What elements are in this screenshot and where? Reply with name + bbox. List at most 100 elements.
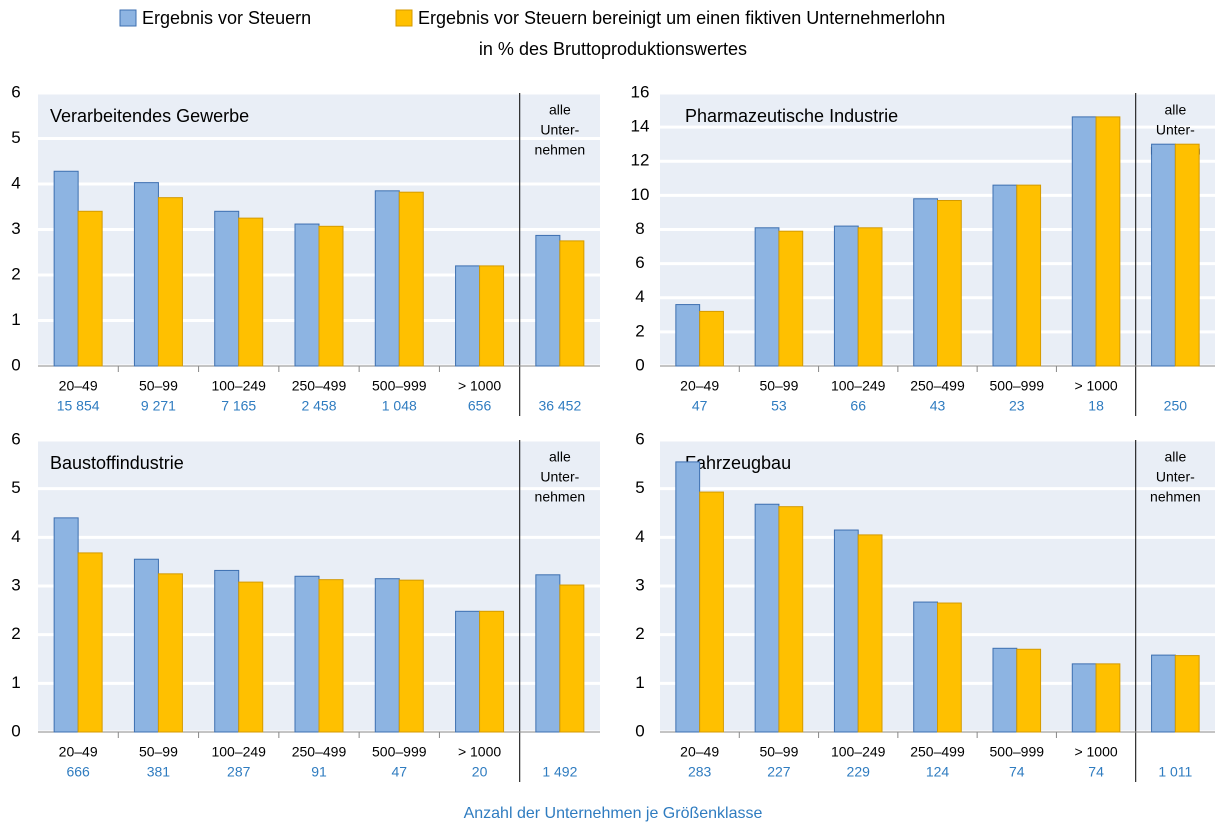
count-label: 381 <box>147 764 171 780</box>
bar <box>754 503 780 733</box>
bar <box>1016 184 1042 367</box>
bar <box>535 234 561 367</box>
bar <box>455 265 481 367</box>
count-label: 23 <box>1009 398 1025 414</box>
bar <box>675 461 701 733</box>
x-tick-label: 500–999 <box>372 744 427 760</box>
x-tick-label: 500–999 <box>372 378 427 394</box>
y-tick-label: 4 <box>11 173 20 192</box>
x-tick-label: 20–49 <box>680 378 719 394</box>
bar <box>754 227 780 367</box>
y-tick-label: 6 <box>11 82 20 101</box>
count-label: 7 165 <box>221 398 256 414</box>
bar <box>1151 143 1176 367</box>
legend-swatch <box>395 9 413 27</box>
count-label: 74 <box>1088 764 1104 780</box>
bar <box>398 191 424 367</box>
annotation: alle <box>549 449 571 465</box>
y-tick-label: 2 <box>11 264 20 283</box>
bar <box>937 602 962 733</box>
panel-title: Verarbeitendes Gewerbe <box>50 106 249 126</box>
annotation: alle <box>549 102 571 118</box>
count-label: 1 492 <box>542 764 577 780</box>
bar <box>535 574 561 733</box>
bar <box>479 610 505 733</box>
bar <box>77 552 103 733</box>
y-tick-label: 6 <box>635 253 644 272</box>
y-tick-label: 4 <box>635 527 644 546</box>
y-tick-label: 8 <box>635 219 644 238</box>
x-tick-label: 50–99 <box>759 378 798 394</box>
bar <box>1151 654 1176 733</box>
count-label: 91 <box>311 764 327 780</box>
bar <box>778 506 804 733</box>
y-tick-label: 2 <box>635 624 644 643</box>
count-label: 1 011 <box>1158 764 1192 780</box>
bar <box>214 569 240 733</box>
legend-label: Ergebnis vor Steuern bereinigt um einen … <box>418 8 945 28</box>
bar <box>238 581 264 733</box>
bar <box>992 647 1018 733</box>
y-tick-label: 10 <box>631 185 650 204</box>
bar <box>778 230 804 367</box>
bar <box>1174 143 1200 367</box>
x-tick-label: > 1000 <box>458 744 501 760</box>
y-tick-label: 6 <box>11 429 20 448</box>
bar <box>833 225 859 367</box>
bar <box>1095 116 1121 367</box>
x-tick-label: > 1000 <box>1074 744 1117 760</box>
y-tick-label: 16 <box>631 82 650 101</box>
footer: Anzahl der Unternehmen je Größenklasse <box>464 805 763 822</box>
x-tick-label: 50–99 <box>759 744 798 760</box>
y-tick-label: 3 <box>635 575 644 594</box>
annotation: nehmen <box>535 489 586 505</box>
annotation: Unter- <box>1156 469 1195 485</box>
count-label: 15 854 <box>57 398 100 414</box>
bar <box>133 558 159 733</box>
count-label: 229 <box>847 764 871 780</box>
count-label: 47 <box>692 398 708 414</box>
annotation: Unter- <box>540 122 579 138</box>
count-label: 66 <box>850 398 866 414</box>
x-tick-label: 100–249 <box>211 744 266 760</box>
bar <box>157 573 183 733</box>
legend-label: Ergebnis vor Steuern <box>142 8 311 28</box>
y-tick-label: 3 <box>11 219 20 238</box>
x-tick-label: 250–499 <box>292 378 347 394</box>
bar <box>1095 663 1121 733</box>
bar <box>133 182 159 367</box>
count-label: 53 <box>771 398 787 414</box>
bar <box>857 227 883 367</box>
x-tick-label: 500–999 <box>990 378 1045 394</box>
bar <box>318 225 344 367</box>
annotation: Unter- <box>540 469 579 485</box>
bar <box>374 578 400 733</box>
x-tick-label: 20–49 <box>59 378 98 394</box>
y-tick-label: 2 <box>635 321 644 340</box>
bar <box>1071 116 1097 367</box>
bar <box>913 601 939 733</box>
count-label: 666 <box>66 764 90 780</box>
panel-title: Pharmazeutische Industrie <box>685 106 898 126</box>
x-tick-label: 250–499 <box>292 744 347 760</box>
x-tick-label: 50–99 <box>139 378 178 394</box>
count-label: 43 <box>930 398 946 414</box>
count-label: 287 <box>227 764 251 780</box>
bar <box>294 575 320 733</box>
y-tick-label: 0 <box>11 721 20 740</box>
bar <box>913 198 939 367</box>
bar <box>937 199 962 367</box>
y-tick-label: 1 <box>11 673 20 692</box>
bar <box>77 210 103 367</box>
y-tick-label: 5 <box>11 478 20 497</box>
bar <box>699 491 724 733</box>
x-tick-label: > 1000 <box>458 378 501 394</box>
bar <box>53 170 79 367</box>
annotation: alle <box>1164 102 1186 118</box>
x-tick-label: 20–49 <box>59 744 98 760</box>
y-tick-label: 0 <box>635 721 644 740</box>
x-tick-label: 250–499 <box>910 744 965 760</box>
y-tick-label: 4 <box>11 527 20 546</box>
count-label: 124 <box>926 764 950 780</box>
